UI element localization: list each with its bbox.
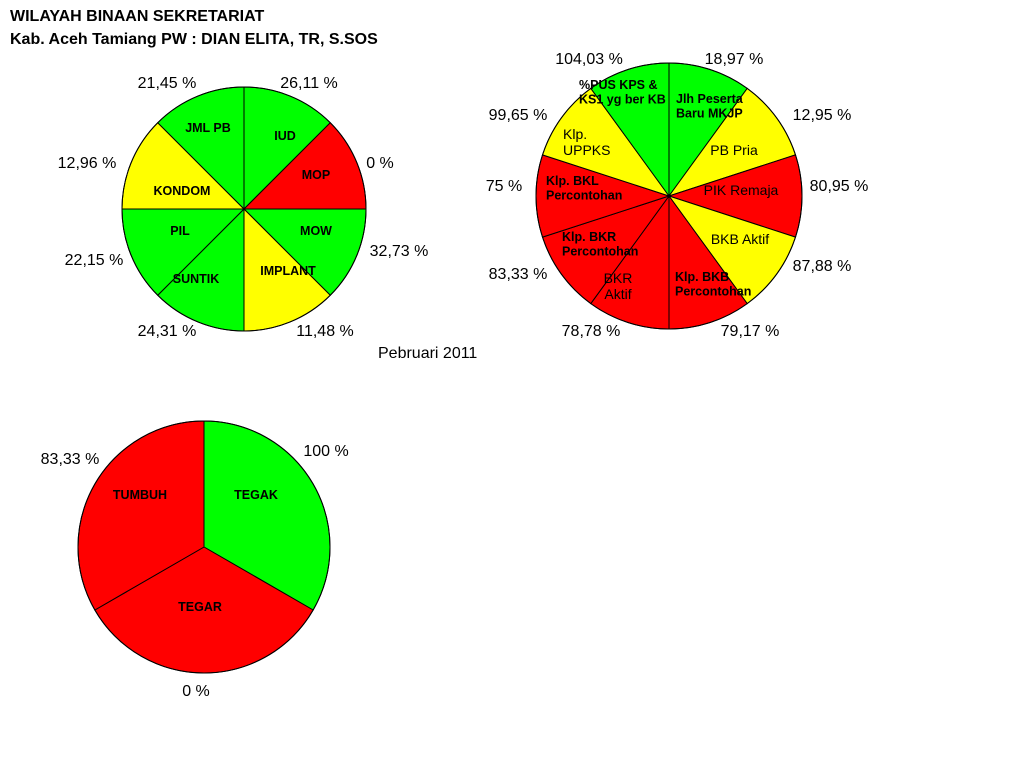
pie2-outline (535, 62, 803, 330)
pie1-percent-iud: 26,11 % (280, 75, 338, 92)
pie1-label-mow: MOW (300, 224, 332, 238)
pie2-label-pb-pria: PB Pria (710, 142, 758, 158)
pie1-percent-kondom: 12,96 % (58, 155, 117, 172)
pie2-percent-klp-bkl-percontohan: 75 % (486, 178, 522, 195)
pie-chart-1: IUD MOP MOW IMPLANT SUNTIK PIL KONDOM JML PB 26,… (58, 75, 429, 340)
pie2-percent-pik-remaja: 80,95 % (810, 178, 869, 195)
pie2-percent-bkr-aktif: 78,78 % (562, 323, 621, 340)
header-subtitle: Kab. Aceh Tamiang PW : DIAN ELITA, TR, S… (10, 31, 378, 48)
pie2-label-pik-remaja: PIK Remaja (704, 182, 779, 198)
pie1-percent-mow: 32,73 % (370, 243, 429, 260)
pie2-percent-klp-uppks: 99,65 % (489, 107, 548, 124)
pie2-label-klp-uppks: Klp. UPPKS (563, 126, 610, 158)
pie1-label-pil: PIL (170, 224, 190, 238)
pie1-label-mop: MOP (302, 168, 330, 182)
pie1-label-implant: IMPLANT (260, 264, 316, 278)
pie1-percent-pil: 22,15 % (65, 252, 124, 269)
pie1-percent-jml-pb: 21,45 % (138, 75, 197, 92)
pie2-label-pus-kps-ks1-yg-ber-kb: %PUS KPS & KS1 yg ber KB (579, 78, 666, 107)
pie-chart-2: Jlh Peserta Baru MKJP PB Pria PIK Remaja BKB… (486, 51, 869, 340)
pie3-percent-tegak: 100 % (303, 443, 348, 460)
pie2-label-klp-bkr-percontohan: Klp. BKR Percontohan (562, 230, 638, 259)
pie2-label-klp-bkl-percontohan: Klp. BKL Percontohan (546, 174, 622, 203)
pie3-label-tegak: TEGAK (234, 488, 278, 502)
pie2-label-klp-bkb-percontohan: Klp. BKB Percontohan (675, 270, 751, 299)
period-label: Pebruari 2011 (378, 345, 478, 362)
pie2-percent-klp-bkb-percontohan: 79,17 % (721, 323, 780, 340)
pie2-label-bkr-aktif: BKR Aktif (604, 270, 633, 302)
pie1-percent-implant: 11,48 % (296, 323, 354, 340)
pie2-percent-jlh-peserta-baru-mkjp: 18,97 % (705, 51, 764, 68)
pie2-label-bkb-aktif: BKB Aktif (711, 231, 769, 247)
pie1-percent-mop: 0 % (366, 155, 394, 172)
pie-chart-3: TEGAK TEGAR TUMBUH 100 % 0 % 83,33 % (41, 420, 349, 700)
pie1-label-suntik: SUNTIK (173, 272, 220, 286)
pie2-percent-klp-bkr-percontohan: 83,33 % (489, 266, 548, 283)
pie3-label-tegar: TEGAR (178, 600, 222, 614)
pie2-percent-pus-kps-ks1-yg-ber-kb: 104,03 % (555, 51, 623, 68)
pie1-label-jml-pb: JML PB (185, 121, 231, 135)
pie2-percent-pb-pria: 12,95 % (793, 107, 852, 124)
pie1-label-kondom: KONDOM (154, 184, 211, 198)
header-title: WILAYAH BINAAN SEKRETARIAT (10, 8, 265, 25)
pie3-label-tumbuh: TUMBUH (113, 488, 167, 502)
pie1-outline (121, 86, 367, 332)
pie3-percent-tumbuh: 83,33 % (41, 451, 100, 468)
pie2-percent-bkb-aktif: 87,88 % (793, 258, 852, 275)
pie3-percent-tegar: 0 % (182, 683, 210, 700)
pie1-label-iud: IUD (274, 129, 296, 143)
pie1-percent-suntik: 24,31 % (138, 323, 197, 340)
pie3-outline (77, 420, 331, 674)
pie2-label-jlh-peserta-baru-mkjp: Jlh Peserta Baru MKJP (676, 92, 744, 121)
